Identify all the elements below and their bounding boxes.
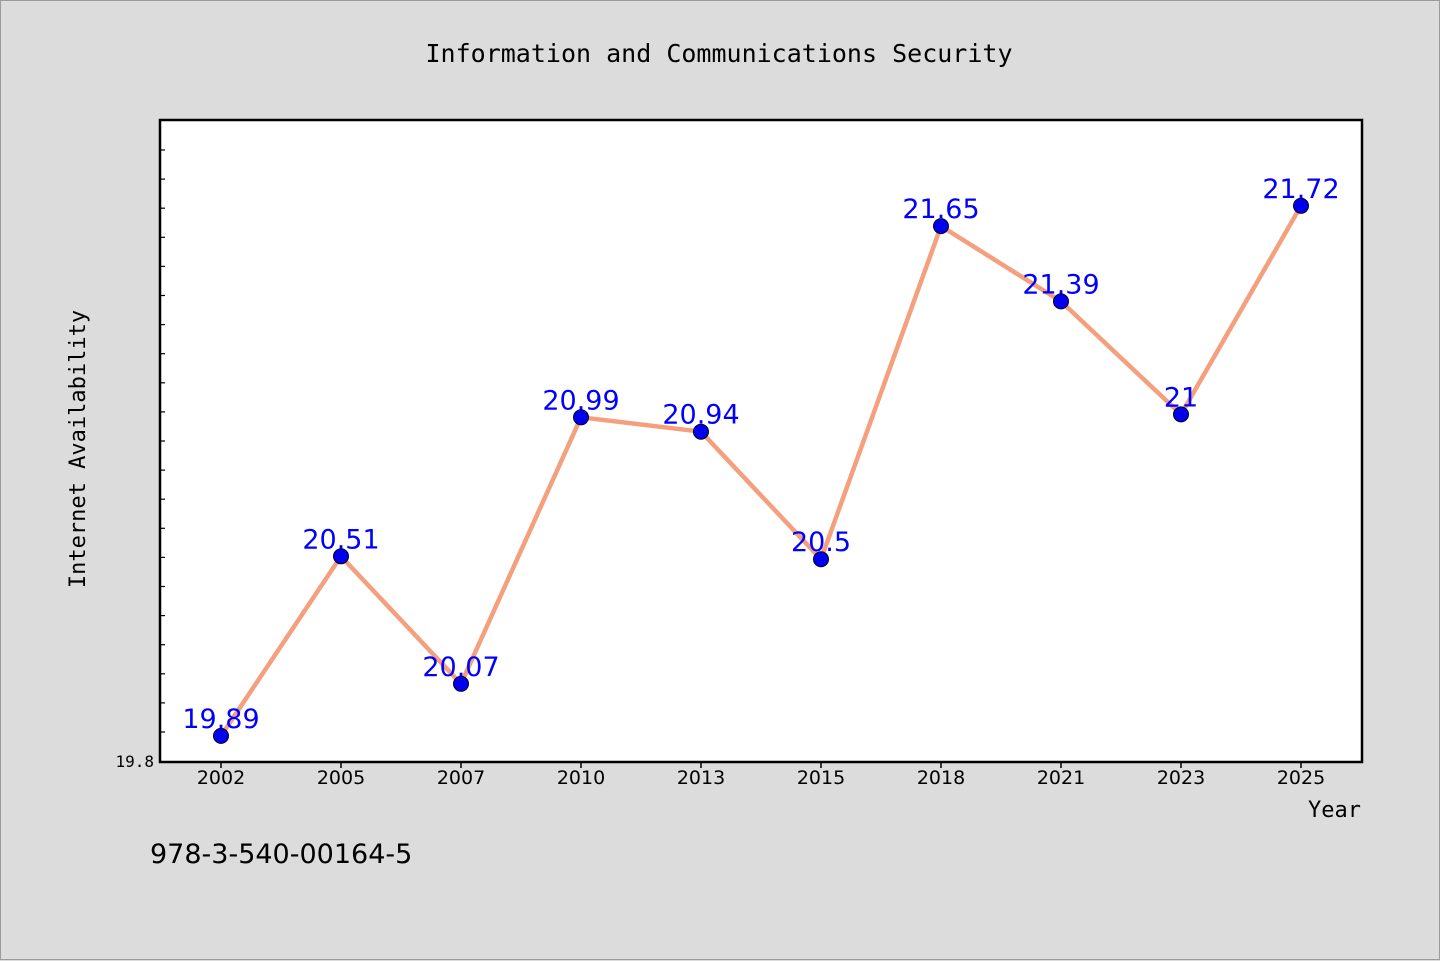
data-point: [693, 423, 709, 440]
x-tick-label: 2025: [1277, 767, 1325, 789]
x-axis-ticks: [220, 762, 1302, 768]
x-axis-tick-labels: 2002 2005 2007 2010 2013 2015 2018 2021 2023 2025: [197, 767, 1325, 789]
x-axis-label: Year: [1308, 798, 1361, 823]
x-tick-label: 2005: [317, 767, 365, 789]
x-tick-label: 2015: [797, 767, 845, 789]
data-label: 20.07: [422, 652, 499, 683]
data-point: [573, 409, 589, 426]
chart-title: Information and Communications Security: [426, 39, 1013, 68]
data-point: [453, 675, 469, 692]
data-label: 21.65: [902, 194, 979, 225]
x-tick-label: 2018: [917, 767, 965, 789]
data-label: 20.94: [662, 400, 739, 431]
x-tick-label: 2007: [437, 767, 485, 789]
x-tick-label: 2002: [197, 767, 245, 789]
data-point: [1293, 197, 1309, 214]
data-point: [813, 551, 829, 568]
y-tick-label-min: 19.8: [115, 752, 154, 771]
data-markers: [213, 197, 1309, 744]
x-tick-label: 2013: [677, 767, 725, 789]
y-axis-label: Internet Availability: [66, 310, 91, 588]
data-label: 21.72: [1262, 174, 1339, 205]
data-label: 20.5: [791, 527, 851, 558]
x-tick-label: 2023: [1157, 767, 1205, 789]
series-line: [218, 203, 1304, 739]
plot-area: [158, 118, 1364, 764]
data-label: 21: [1164, 382, 1198, 413]
y-axis-ticks: [159, 149, 165, 733]
data-point: [213, 727, 229, 744]
isbn-footer: 978-3-540-00164-5: [150, 839, 412, 870]
data-label: 20.99: [542, 385, 619, 416]
data-label: 19.89: [182, 704, 259, 735]
data-label: 21.39: [1022, 269, 1099, 300]
x-tick-label: 2021: [1037, 767, 1085, 789]
data-point: [933, 218, 949, 235]
data-point: [1173, 406, 1189, 423]
data-labels: 19.89 20.51 20.07 20.99 20.94 20.5 21.65 21.39 2…: [182, 174, 1339, 735]
x-tick-label: 2010: [557, 767, 605, 789]
data-point: [333, 548, 349, 565]
data-point: [1053, 293, 1069, 310]
data-label: 20.51: [302, 524, 379, 555]
